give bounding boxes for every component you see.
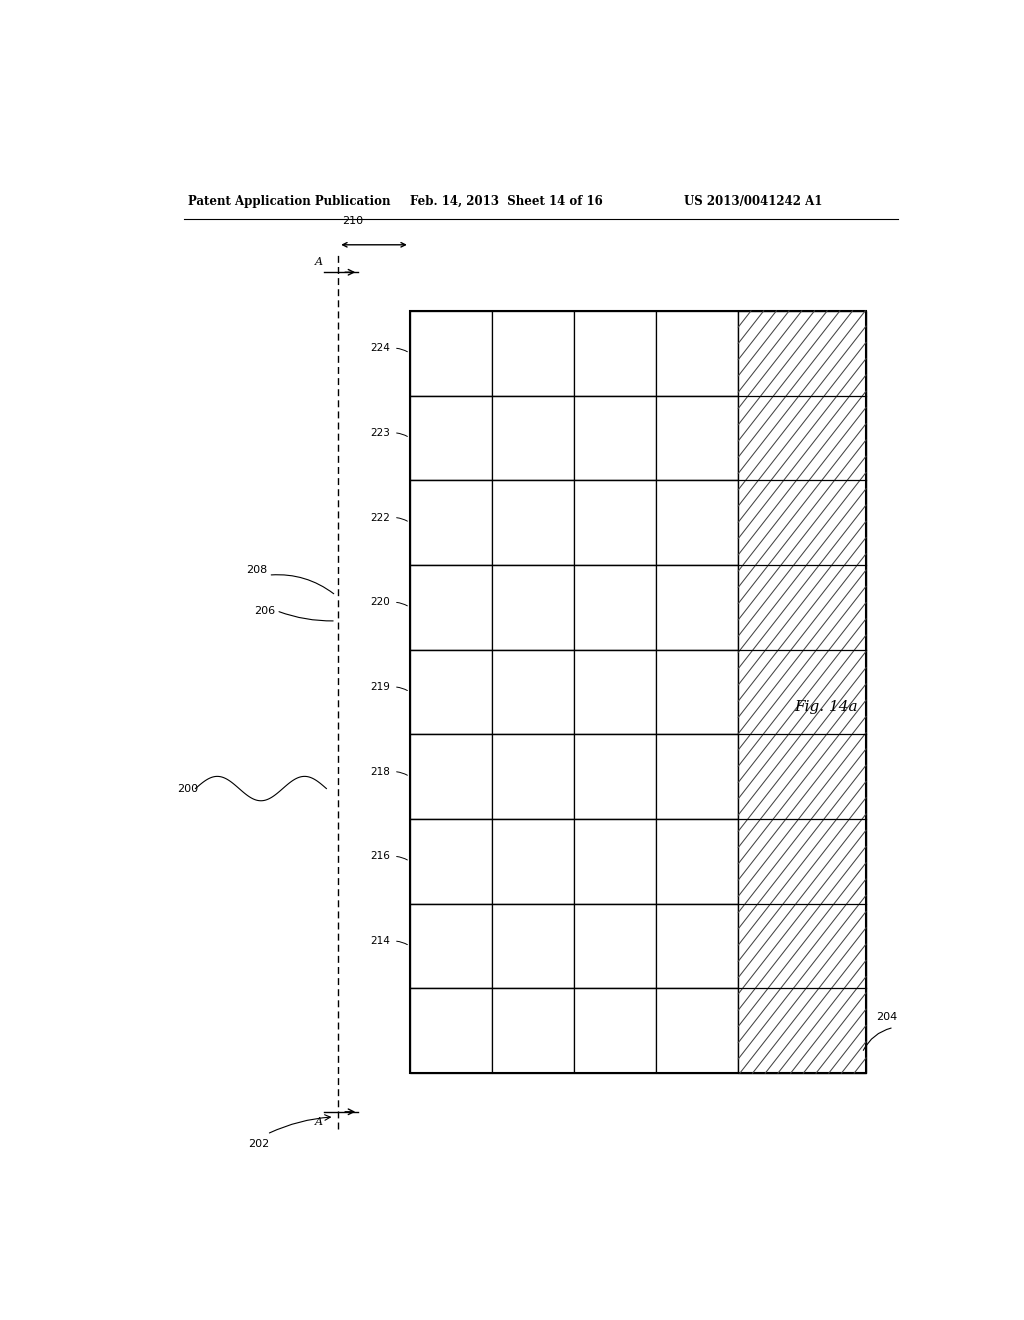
Bar (574, 649, 656, 734)
Bar (492, 312, 574, 396)
Bar (410, 734, 492, 818)
Bar (574, 565, 656, 649)
Bar (656, 396, 738, 480)
Bar (492, 734, 574, 818)
Bar (656, 989, 738, 1073)
Text: 219: 219 (370, 682, 390, 692)
Text: 200: 200 (177, 784, 198, 793)
Text: Patent Application Publication: Patent Application Publication (187, 194, 390, 207)
Text: A: A (314, 257, 323, 267)
Bar (410, 818, 492, 904)
Bar (656, 649, 738, 734)
Text: A: A (314, 1117, 323, 1127)
Text: 214: 214 (370, 936, 390, 946)
Bar (410, 480, 492, 565)
Bar (656, 565, 738, 649)
Bar (656, 818, 738, 904)
Bar (410, 312, 492, 396)
Bar (574, 818, 656, 904)
Text: 208: 208 (246, 565, 267, 576)
Bar (492, 904, 574, 989)
Bar (656, 312, 738, 396)
Bar (410, 904, 492, 989)
Bar (410, 649, 492, 734)
Bar (656, 904, 738, 989)
Text: Feb. 14, 2013  Sheet 14 of 16: Feb. 14, 2013 Sheet 14 of 16 (410, 194, 602, 207)
Bar (574, 312, 656, 396)
Bar (410, 989, 492, 1073)
Bar (410, 565, 492, 649)
Text: 216: 216 (370, 851, 390, 862)
Text: 222: 222 (370, 512, 390, 523)
Bar (656, 480, 738, 565)
Bar (656, 734, 738, 818)
Bar (410, 396, 492, 480)
Bar (574, 396, 656, 480)
Bar (492, 480, 574, 565)
Bar (410, 312, 866, 1073)
Bar (738, 312, 866, 1073)
Text: 218: 218 (370, 767, 390, 776)
Text: 223: 223 (370, 428, 390, 438)
Text: 224: 224 (370, 343, 390, 354)
Text: 206: 206 (254, 606, 274, 615)
Bar (738, 312, 866, 1073)
Bar (492, 989, 574, 1073)
Text: 204: 204 (877, 1012, 898, 1022)
Bar (492, 565, 574, 649)
Text: US 2013/0041242 A1: US 2013/0041242 A1 (684, 194, 822, 207)
Text: 220: 220 (370, 597, 390, 607)
Bar (492, 818, 574, 904)
Bar (492, 649, 574, 734)
Bar (574, 989, 656, 1073)
Bar (574, 734, 656, 818)
Bar (574, 480, 656, 565)
Text: 202: 202 (248, 1139, 269, 1150)
Text: 210: 210 (342, 216, 364, 227)
Bar (492, 396, 574, 480)
Bar (574, 904, 656, 989)
Text: Fig. 14a: Fig. 14a (795, 700, 858, 714)
